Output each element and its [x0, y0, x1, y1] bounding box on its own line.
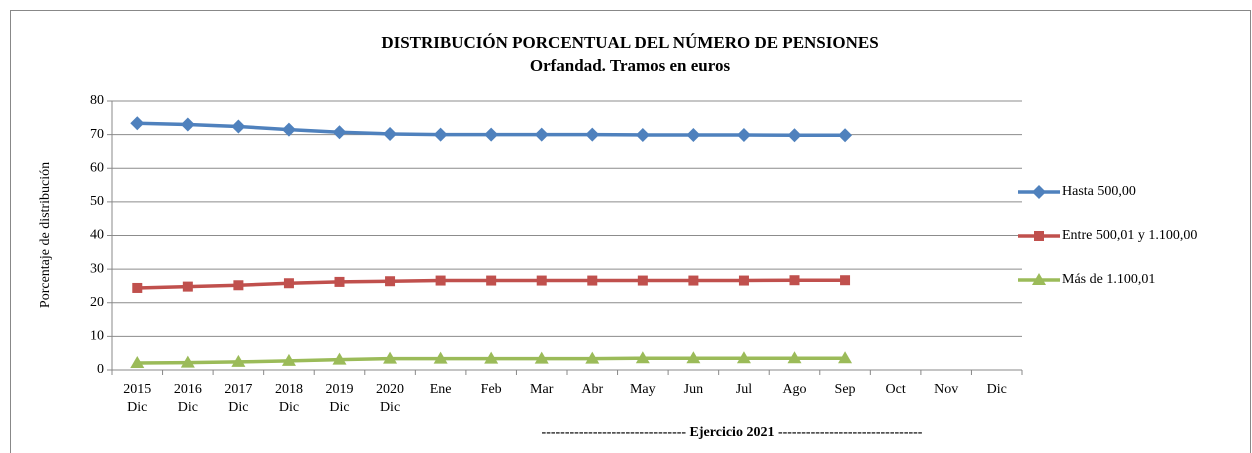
x-tick-label: Feb	[481, 382, 502, 397]
y-tick-label: 80	[90, 93, 104, 108]
marker	[281, 122, 296, 137]
marker	[484, 127, 499, 142]
marker	[383, 351, 398, 364]
marker	[283, 278, 294, 289]
x-tick-label: Dic	[380, 400, 400, 415]
marker	[536, 275, 547, 286]
x-tick-label: Ago	[782, 382, 806, 397]
y-tick-label: 20	[90, 295, 104, 310]
x-tick-label: Dic	[987, 382, 1007, 397]
x-tick-label: 2019	[326, 382, 354, 397]
x-tick-label: Dic	[178, 400, 198, 415]
x-tick-label: Abr	[581, 382, 603, 397]
legend-label: Hasta 500,00	[1062, 184, 1136, 199]
x-tick-label: 2020	[376, 382, 404, 397]
marker	[787, 128, 802, 143]
marker	[233, 280, 244, 291]
marker	[736, 351, 751, 364]
marker	[433, 127, 448, 142]
x-tick-label: Dic	[279, 400, 299, 415]
marker	[182, 281, 193, 292]
marker	[736, 127, 751, 142]
x-tick-label: Mar	[530, 382, 554, 397]
chart-subtitle: Orfandad. Tramos en euros	[530, 56, 731, 75]
y-axis-label: Porcentaje de distribución	[38, 162, 53, 308]
x-tick-label: 2017	[224, 382, 252, 397]
marker	[1034, 231, 1044, 241]
marker	[534, 127, 549, 142]
marker	[332, 352, 347, 365]
marker	[281, 353, 296, 366]
marker	[130, 355, 145, 368]
marker	[534, 351, 549, 364]
marker	[840, 275, 851, 286]
x-tick-label: Nov	[934, 382, 958, 397]
x-tick-label: Dic	[329, 400, 349, 415]
marker	[334, 276, 345, 287]
marker	[686, 351, 701, 364]
marker	[433, 351, 448, 364]
y-tick-label: 40	[90, 228, 104, 243]
marker	[585, 127, 600, 142]
marker	[686, 127, 701, 142]
annotation: ------------------------------- Ejercici…	[542, 425, 923, 440]
legend-label: Entre 500,01 y 1.100,00	[1062, 228, 1197, 243]
x-tick-label: 2016	[174, 382, 202, 397]
x-tick-label: Sep	[835, 382, 856, 397]
marker	[385, 276, 396, 287]
y-tick-label: 50	[90, 194, 104, 209]
marker	[180, 117, 195, 132]
x-tick-label: 2018	[275, 382, 303, 397]
marker	[838, 128, 853, 143]
x-tick-label: Dic	[228, 400, 248, 415]
marker	[484, 351, 499, 364]
chart-title: DISTRIBUCIÓN PORCENTUAL DEL NÚMERO DE PE…	[381, 33, 878, 52]
marker	[637, 275, 648, 286]
y-tick-label: 70	[90, 127, 104, 142]
marker	[838, 351, 853, 364]
x-tick-label: May	[630, 382, 656, 397]
marker	[130, 116, 145, 131]
marker	[180, 355, 195, 368]
x-tick-label: Dic	[127, 400, 147, 415]
x-tick-label: 2015	[123, 382, 151, 397]
marker	[332, 125, 347, 140]
marker	[486, 275, 497, 286]
x-tick-label: Jul	[736, 382, 752, 397]
marker	[383, 126, 398, 141]
marker	[231, 119, 246, 134]
marker	[231, 354, 246, 367]
marker	[635, 127, 650, 142]
marker	[1032, 185, 1046, 199]
marker	[132, 282, 143, 293]
y-tick-label: 30	[90, 261, 104, 276]
x-tick-label: Oct	[886, 382, 906, 397]
y-tick-label: 60	[90, 160, 104, 175]
marker	[635, 351, 650, 364]
marker	[585, 351, 600, 364]
marker	[435, 275, 446, 286]
y-tick-label: 10	[90, 329, 104, 344]
y-tick-label: 0	[97, 362, 104, 377]
marker	[1032, 273, 1046, 285]
legend-label: Más de 1.100,01	[1062, 272, 1155, 287]
marker	[688, 275, 699, 286]
marker	[587, 275, 598, 286]
marker	[789, 275, 800, 286]
x-tick-label: Ene	[430, 382, 452, 397]
marker	[738, 275, 749, 286]
marker	[787, 351, 802, 364]
x-tick-label: Jun	[684, 382, 703, 397]
